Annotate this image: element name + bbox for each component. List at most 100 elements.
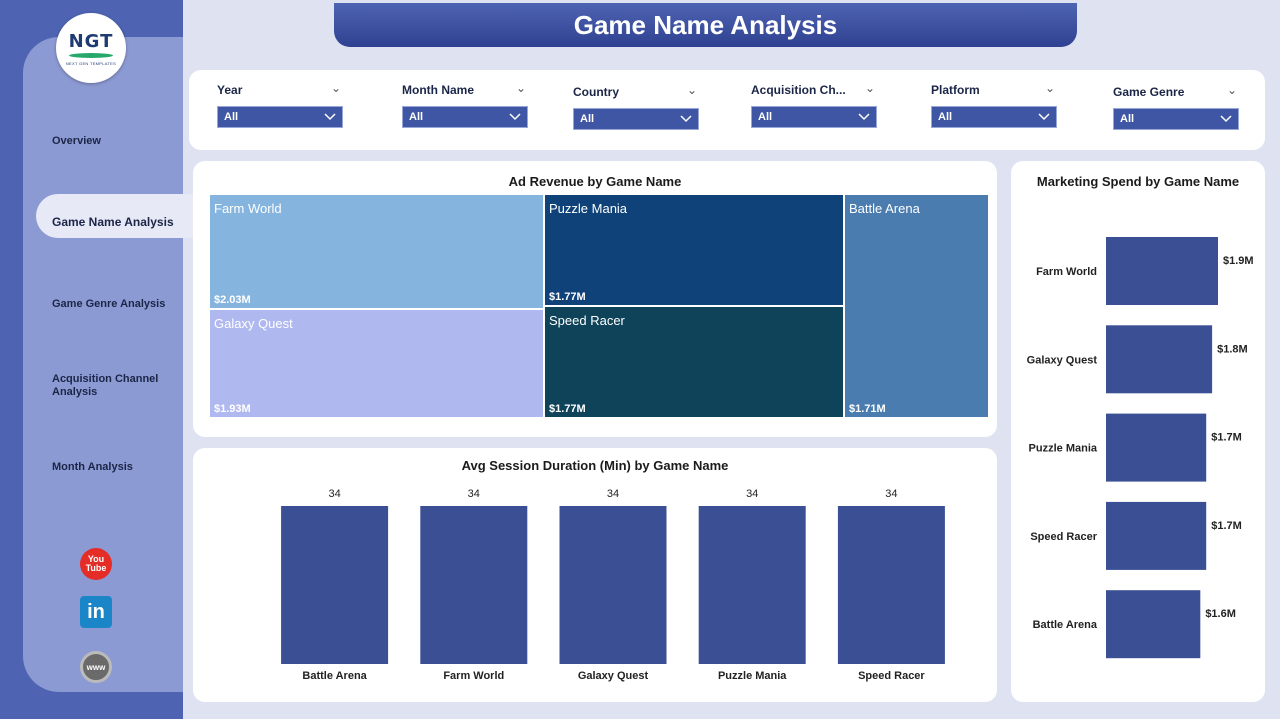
youtube-icon[interactable]: You Tube [80,548,112,580]
slicer-year: Year ⌄ All [217,81,343,128]
session-duration-title: Avg Session Duration (Min) by Game Name [461,458,729,473]
slicer-month-name-value: All [409,111,424,123]
treemap-tile-farm-world[interactable]: Farm World $2.03M [209,194,544,309]
ngt-logo: NGT NEXT GEN TEMPLATES [56,13,126,83]
ad-revenue-card: Ad Revenue by Game Name Farm World $2.03M… [193,161,997,437]
filter-bar: Year ⌄ All Month Name ⌄ All Country ⌄ Al… [189,70,1265,150]
marketing-bar-farm-world[interactable] [1106,237,1218,305]
slicer-acquisition-channel: Acquisition Ch... ⌄ All [751,81,877,128]
treemap-tile-value: $2.03M [214,294,251,306]
marketing-bar-data-label: $1.7M [1211,432,1242,444]
session-bar-puzzle-mania[interactable] [698,506,806,664]
marketing-bar-data-label: $1.7M [1211,520,1242,532]
ad-revenue-title: Ad Revenue by Game Name [508,174,682,189]
slicer-country: Country ⌄ All [573,83,699,130]
session-bar-data-label: 34 [607,488,619,500]
chevron-down-icon[interactable]: ⌄ [865,81,876,95]
session-bar-galaxy-quest[interactable] [559,506,667,664]
treemap-tile-label: Galaxy Quest [214,316,293,331]
slicer-month-name-label: Month Name [402,83,474,97]
marketing-y-tick-label: Speed Racer [1030,531,1097,543]
slicer-month-name: Month Name ⌄ All [402,81,528,128]
session-x-tick-label: Speed Racer [858,670,925,682]
chevron-down-icon[interactable]: ⌄ [1045,81,1056,95]
page-title: Game Name Analysis [573,9,838,40]
treemap-tile-label: Speed Racer [549,313,625,328]
marketing-spend-card: Marketing Spend by Game Name Farm World $… [1011,161,1265,702]
slicer-game-genre: Game Genre ⌄ All [1113,83,1239,130]
sidebar-item-game-genre-analysis[interactable]: Game Genre Analysis [52,298,166,310]
treemap-tile-galaxy-quest[interactable]: Galaxy Quest $1.93M [209,309,544,418]
treemap-tile-label: Puzzle Mania [549,201,628,216]
marketing-bar-data-label: $1.8M [1217,343,1248,355]
sidebar-item-overview[interactable]: Overview [52,135,101,147]
slicer-year-value: All [224,111,239,123]
slicer-acquisition-channel-dropdown[interactable]: All [751,106,877,128]
chevron-down-icon [1220,115,1232,123]
treemap-tile-label: Battle Arena [849,201,920,216]
logo-swoosh [69,52,113,58]
session-bar-data-label: 34 [468,488,480,500]
session-bar-data-label: 34 [746,488,758,500]
session-x-tick-label: Farm World [443,670,504,682]
slicer-month-name-dropdown[interactable]: All [402,106,528,128]
treemap-tile-battle-arena[interactable]: Battle Arena $1.71M [844,194,989,418]
marketing-bar-data-label: $1.6M [1205,608,1236,620]
session-duration-chart: 34 Battle Arena 34 Farm World 34 Galaxy Quest… [281,488,945,682]
treemap-tile-puzzle-mania[interactable]: Puzzle Mania $1.77M [544,194,844,306]
ad-revenue-treemap: Farm World $2.03M Galaxy Quest $1.93M Puzzle… [209,194,989,418]
slicer-country-dropdown[interactable]: All [573,108,699,130]
slicer-game-genre-dropdown[interactable]: All [1113,108,1239,130]
session-x-tick-label: Battle Arena [302,670,367,682]
treemap-tile-value: $1.93M [214,403,251,415]
treemap-tile-value: $1.71M [849,403,886,415]
marketing-bar-speed-racer[interactable] [1106,501,1207,570]
session-duration-card: Avg Session Duration (Min) by Game Name … [193,448,997,702]
chevron-down-icon [858,113,870,121]
globe-icon[interactable]: www [80,651,112,683]
chevron-down-icon [1038,113,1050,121]
chevron-down-icon[interactable]: ⌄ [1227,83,1238,97]
slicer-country-value: All [580,113,595,125]
marketing-y-tick-label: Puzzle Mania [1029,443,1098,455]
session-x-tick-label: Puzzle Mania [718,670,787,682]
slicer-year-dropdown[interactable]: All [217,106,343,128]
session-bar-data-label: 34 [885,488,897,500]
session-bar-farm-world[interactable] [420,506,528,664]
marketing-y-tick-label: Battle Arena [1033,619,1098,631]
treemap-tile-label: Farm World [214,201,282,216]
slicer-game-genre-label: Game Genre [1113,85,1185,99]
sidebar-item-game-name-analysis[interactable]: Game Name Analysis [52,215,174,229]
marketing-bar-battle-arena[interactable] [1106,590,1201,659]
chevron-down-icon [324,113,336,121]
sidebar-item-acquisition-channel-analysis[interactable]: Acquisition Channel Analysis [52,373,159,398]
sidebar-panel [23,37,183,692]
marketing-bar-puzzle-mania[interactable] [1106,413,1207,482]
logo-subtitle: NEXT GEN TEMPLATES [65,60,117,66]
chevron-down-icon[interactable]: ⌄ [516,81,527,95]
treemap-tile-value: $1.77M [549,291,586,303]
treemap-tile-value: $1.77M [549,403,586,415]
page-title-banner: Game Name Analysis [334,3,1077,47]
treemap-tile-speed-racer[interactable]: Speed Racer $1.77M [544,306,844,418]
slicer-platform-label: Platform [931,83,980,97]
session-bar-battle-arena[interactable] [281,506,389,664]
chevron-down-icon[interactable]: ⌄ [331,81,342,95]
slicer-year-label: Year [217,83,243,97]
marketing-y-tick-label: Galaxy Quest [1027,354,1098,366]
marketing-y-tick-label: Farm World [1036,266,1097,278]
slicer-platform: Platform ⌄ All [931,81,1057,128]
sidebar-item-month-analysis[interactable]: Month Analysis [52,461,133,473]
linkedin-icon[interactable]: in [80,596,112,628]
logo-text: NGT [68,30,114,52]
slicer-acquisition-channel-label: Acquisition Ch... [751,83,846,97]
marketing-spend-chart: Farm World $1.9M Galaxy Quest $1.8M Puzzle M… [1027,237,1254,659]
session-bar-speed-racer[interactable] [837,506,945,664]
slicer-acquisition-channel-value: All [758,111,773,123]
slicer-game-genre-value: All [1120,113,1135,125]
marketing-bar-galaxy-quest[interactable] [1106,325,1213,394]
sidebar-active-tab-bg [36,194,196,238]
chevron-down-icon[interactable]: ⌄ [687,83,698,97]
slicer-platform-dropdown[interactable]: All [931,106,1057,128]
chevron-down-icon [680,115,692,123]
